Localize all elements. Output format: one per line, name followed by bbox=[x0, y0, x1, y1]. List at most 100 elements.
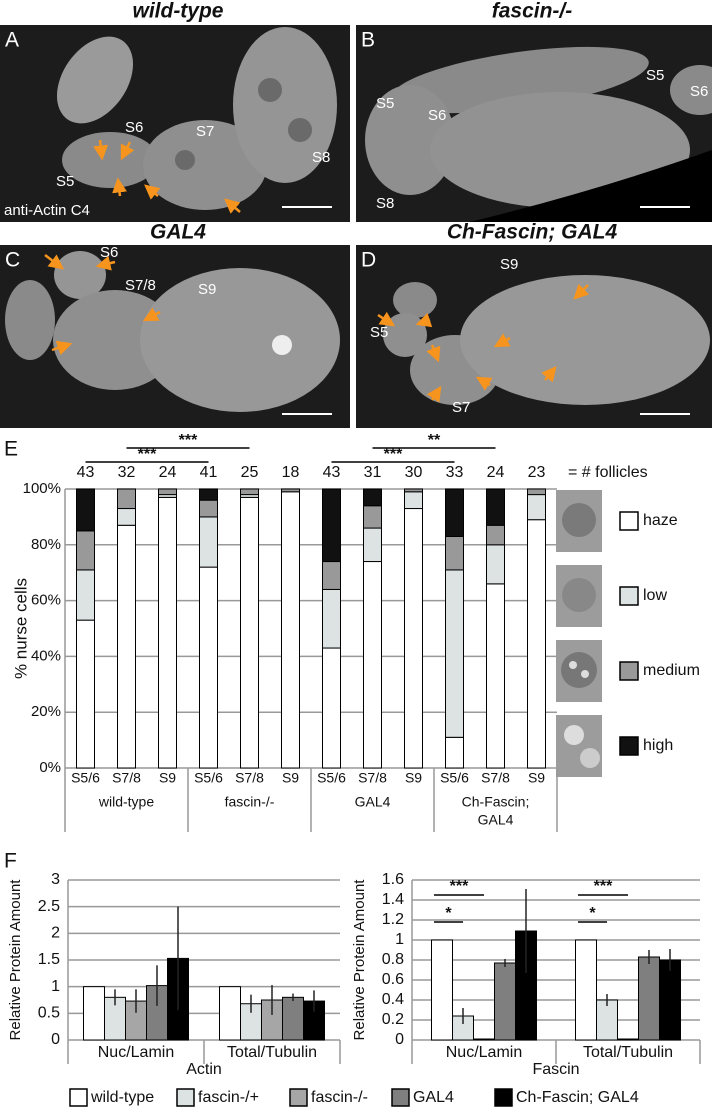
x-tick-label: Total/Tubulin bbox=[583, 1044, 673, 1061]
panel-letter: F bbox=[4, 850, 17, 873]
y-tick-label: 40% bbox=[31, 647, 61, 664]
y-tick-label: 1 bbox=[51, 978, 60, 995]
count-label: 23 bbox=[528, 464, 546, 481]
bar-segment bbox=[240, 488, 259, 496]
legend-label: wild-type bbox=[90, 1089, 154, 1106]
x-tick-label: S7/8 bbox=[112, 770, 141, 786]
x-tick-label: S5/6 bbox=[317, 770, 346, 786]
significance-label: *** bbox=[138, 446, 157, 463]
x-tick-label: S7/8 bbox=[358, 770, 387, 786]
count-label: 30 bbox=[405, 464, 423, 481]
legend-swatch bbox=[391, 1088, 410, 1107]
x-tick-label: S9 bbox=[528, 770, 545, 786]
bar-segment bbox=[445, 488, 464, 537]
bar-segment bbox=[240, 496, 259, 769]
y-tick-label: 1.6 bbox=[382, 871, 404, 888]
count-label: 43 bbox=[323, 464, 341, 481]
stage-label: S9 bbox=[198, 281, 216, 298]
y-tick-label: 1.2 bbox=[382, 911, 404, 928]
x-axis-label: Fascin bbox=[532, 1061, 579, 1078]
stage-label: anti-Actin C4 bbox=[4, 202, 90, 219]
y-tick-label: 0 bbox=[51, 1031, 60, 1048]
bar bbox=[473, 1038, 495, 1041]
bar-segment bbox=[76, 569, 95, 621]
bar-segment bbox=[445, 569, 464, 738]
stage-label: S5 bbox=[646, 67, 664, 84]
group-label: GAL4 bbox=[478, 812, 514, 828]
group-label: GAL4 bbox=[355, 794, 391, 810]
panel-title: wild-type bbox=[132, 0, 223, 23]
significance-label: *** bbox=[179, 432, 198, 449]
count-label: 25 bbox=[241, 464, 259, 481]
count-label: 24 bbox=[487, 464, 505, 481]
y-tick-label: 20% bbox=[31, 703, 61, 720]
x-tick-label: S7/8 bbox=[481, 770, 510, 786]
panel-title: fascin-/- bbox=[492, 0, 573, 23]
panel-title: GAL4 bbox=[150, 221, 206, 244]
y-axis-label: Relative Protein Amount bbox=[351, 879, 368, 1041]
count-label: 43 bbox=[77, 464, 95, 481]
legend-thumbnails bbox=[556, 490, 602, 777]
micrograph-b bbox=[356, 25, 712, 222]
bar-segment bbox=[117, 508, 136, 526]
legend-swatch bbox=[619, 511, 639, 531]
bar-segment bbox=[199, 499, 218, 518]
y-tick-label: 0.8 bbox=[382, 951, 404, 968]
y-tick-label: 80% bbox=[31, 536, 61, 553]
legend-label: fascin-/- bbox=[311, 1089, 368, 1106]
stage-label: S9 bbox=[500, 256, 518, 273]
significance-label: * bbox=[589, 905, 596, 922]
legend-swatch bbox=[176, 1088, 195, 1107]
y-tick-label: 60% bbox=[31, 592, 61, 609]
bar-segment bbox=[76, 488, 95, 532]
significance-label: *** bbox=[450, 878, 469, 895]
y-tick-label: 2.5 bbox=[38, 898, 60, 915]
stage-label: S7 bbox=[196, 123, 214, 140]
y-tick-label: 3 bbox=[51, 871, 60, 888]
stage-label: S7 bbox=[452, 399, 470, 416]
bar-segment bbox=[158, 488, 177, 496]
x-tick-label: S9 bbox=[282, 770, 299, 786]
legend-swatch bbox=[619, 661, 639, 681]
count-label: 18 bbox=[282, 464, 300, 481]
x-axis-label: Actin bbox=[186, 1061, 222, 1078]
bar bbox=[282, 996, 304, 1041]
stage-label: S8 bbox=[312, 149, 330, 166]
significance-label: ** bbox=[428, 432, 441, 449]
count-label: 32 bbox=[118, 464, 136, 481]
bar-segment bbox=[322, 588, 341, 649]
micrograph-d bbox=[356, 245, 712, 428]
bar bbox=[83, 986, 105, 1041]
panel-letter: D bbox=[361, 249, 376, 272]
count-label: 31 bbox=[364, 464, 382, 481]
stage-label: S6 bbox=[100, 244, 118, 261]
bar-segment bbox=[76, 530, 95, 571]
y-tick-label: 2 bbox=[51, 925, 60, 942]
bar-segment bbox=[199, 566, 218, 769]
legend-swatch bbox=[619, 736, 639, 756]
bar bbox=[638, 956, 660, 1041]
legend-swatch bbox=[619, 586, 639, 606]
y-tick-label: 1.5 bbox=[38, 951, 60, 968]
bar-segment bbox=[404, 491, 423, 510]
bar bbox=[659, 959, 681, 1041]
bar-segment bbox=[322, 561, 341, 590]
bar bbox=[617, 1038, 639, 1041]
x-tick-label: S9 bbox=[159, 770, 176, 786]
bar-segment bbox=[527, 488, 546, 496]
bar-segment bbox=[404, 488, 423, 493]
panel-letter: B bbox=[361, 29, 375, 52]
count-label: 41 bbox=[200, 464, 218, 481]
bar bbox=[431, 939, 453, 1041]
bar-segment bbox=[76, 619, 95, 769]
bar-segment bbox=[199, 488, 218, 501]
bar-segment bbox=[527, 494, 546, 521]
x-tick-label: Nuc/Lamin bbox=[446, 1044, 522, 1061]
bar-segment bbox=[158, 496, 177, 769]
panel-letter: C bbox=[5, 249, 20, 272]
stage-label: S5 bbox=[370, 324, 388, 341]
bar-segment bbox=[363, 488, 382, 507]
count-caption: = # follicles bbox=[568, 464, 648, 481]
panel-letter: A bbox=[5, 29, 19, 52]
